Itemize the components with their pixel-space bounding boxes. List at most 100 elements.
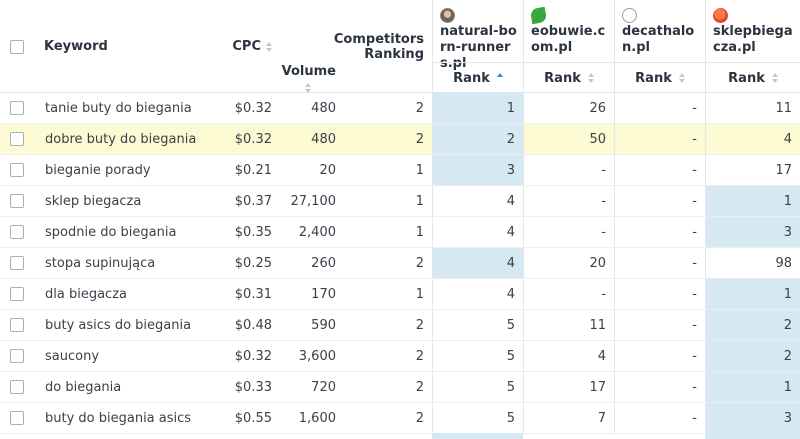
volume-cell: 20: [319, 162, 336, 178]
keyword-cell[interactable]: dla biegacza: [45, 286, 127, 302]
rank-cell: -: [614, 310, 705, 340]
row-checkbox[interactable]: [10, 349, 24, 363]
rank-header-label: Rank: [635, 70, 672, 86]
rank-cell: 4: [432, 186, 523, 216]
rank-cell: -: [614, 217, 705, 247]
keyword-cell[interactable]: dobre buty do biegania: [45, 131, 197, 147]
volume-column-header[interactable]: Volume: [280, 0, 344, 93]
row-checkbox[interactable]: [10, 194, 24, 208]
table-row[interactable]: dobre buty do biegania $0.32 480 2 2 50-4: [0, 124, 800, 155]
row-select-cell: [0, 186, 34, 216]
domain-header-sklepbiegacza: sklepbiegacza.pl: [705, 0, 800, 62]
keyword-cell[interactable]: spodnie do biegania: [45, 224, 177, 240]
rank-cell: -: [523, 155, 614, 185]
row-select-cell: [0, 403, 34, 433]
keyword-cell[interactable]: bieganie porady: [45, 162, 151, 178]
rank-cell: 5: [432, 341, 523, 371]
sort-icon: [305, 83, 311, 93]
rank-cell: -: [614, 403, 705, 433]
competitors-ranking-header-label: Competitors Ranking: [333, 31, 424, 62]
rank-column-header[interactable]: Rank: [614, 62, 705, 93]
rank-cell: 4: [432, 217, 523, 247]
keyword-cell[interactable]: sklep biegacza: [45, 193, 142, 209]
rank-column-header[interactable]: Rank: [432, 62, 523, 93]
rank-cell: 1: [705, 372, 800, 402]
competitors-ranking-cell: 2: [415, 255, 424, 271]
cpc-cell: $0.55: [234, 410, 272, 426]
table-row[interactable]: spodnie do biegania $0.35 2,400 1 4- -3: [0, 217, 800, 248]
table-row[interactable]: saucony $0.32 3,600 2 5 4-2: [0, 341, 800, 372]
rank-cell: 11: [705, 93, 800, 123]
row-checkbox[interactable]: [10, 132, 24, 146]
rank-cell: 5: [432, 403, 523, 433]
sort-icon: [771, 73, 778, 83]
competitors-ranking-cell: 1: [415, 162, 424, 178]
table-row[interactable]: buty do biegania asics $0.55 1,600 2 5 7-3: [0, 403, 800, 434]
row-select-cell: [0, 155, 34, 185]
table-row[interactable]: stopa supinująca $0.25 260 2 4 20-98: [0, 248, 800, 279]
rank-header-label: Rank: [728, 70, 765, 86]
partial-row-cell: [432, 433, 523, 439]
table-body: tanie buty do biegania $0.32 480 2 1 26-11 dob…: [0, 93, 800, 434]
table-row[interactable]: dla biegacza $0.31 170 1 4- -1: [0, 279, 800, 310]
row-checkbox[interactable]: [10, 411, 24, 425]
competitors-ranking-cell: 1: [415, 286, 424, 302]
table-row[interactable]: bieganie porady $0.21 20 1 3- -17: [0, 155, 800, 186]
row-select-cell: [0, 279, 34, 309]
table-row[interactable]: tanie buty do biegania $0.32 480 2 1 26-11: [0, 93, 800, 124]
volume-header-label: Volume: [281, 64, 336, 79]
row-select-cell: [0, 341, 34, 371]
keyword-cell[interactable]: buty do biegania asics: [45, 410, 192, 426]
sort-icon: [266, 41, 272, 52]
table-row[interactable]: do biegania $0.33 720 2 5 17-1: [0, 372, 800, 403]
row-checkbox[interactable]: [10, 287, 24, 301]
row-checkbox[interactable]: [10, 163, 24, 177]
rank-cell: 4: [432, 248, 523, 278]
rank-column-header[interactable]: Rank: [523, 62, 614, 93]
row-checkbox[interactable]: [10, 101, 24, 115]
rank-cell: 20: [523, 248, 614, 278]
select-all-checkbox[interactable]: [10, 39, 24, 54]
rank-column-header[interactable]: Rank: [705, 62, 800, 93]
rank-cell: 50: [523, 124, 614, 154]
cpc-cell: $0.37: [234, 193, 272, 209]
table-row[interactable]: buty asics do biegania $0.48 590 2 5 11-2: [0, 310, 800, 341]
row-checkbox[interactable]: [10, 380, 24, 394]
header-select-all: [0, 0, 34, 93]
rank-header-label: Rank: [453, 70, 490, 86]
domain-name: sklepbiegacza.pl: [713, 24, 793, 55]
rank-cell: 26: [523, 93, 614, 123]
competitors-ranking-cell: 1: [415, 224, 424, 240]
green-leaf-icon: [529, 6, 548, 25]
keyword-cell[interactable]: do biegania: [45, 379, 122, 395]
rank-cell: 1: [432, 93, 523, 123]
rank-cell: -: [614, 155, 705, 185]
competitors-ranking-column-header[interactable]: Competitors Ranking: [334, 0, 432, 93]
cpc-cell: $0.25: [234, 255, 272, 271]
keyword-cell[interactable]: stopa supinująca: [45, 255, 156, 271]
volume-cell: 170: [311, 286, 336, 302]
cpc-cell: $0.32: [234, 100, 272, 116]
rank-cell: 4: [432, 279, 523, 309]
table-row[interactable]: sklep biegacza $0.37 27,100 1 4- -1: [0, 186, 800, 217]
domain-header-decathalon: decathalon.pl: [614, 0, 705, 62]
volume-cell: 260: [311, 255, 336, 271]
row-checkbox[interactable]: [10, 256, 24, 270]
row-checkbox[interactable]: [10, 318, 24, 332]
keyword-cell[interactable]: saucony: [45, 348, 100, 364]
row-checkbox[interactable]: [10, 225, 24, 239]
rank-cell: 17: [523, 372, 614, 402]
cpc-column-header[interactable]: CPC: [210, 0, 280, 93]
rank-cell: 1: [705, 186, 800, 216]
rank-header-label: Rank: [544, 70, 581, 86]
rank-cell: 17: [705, 155, 800, 185]
rank-cell: 5: [432, 310, 523, 340]
cpc-header-label: CPC: [232, 39, 261, 54]
cpc-cell: $0.21: [234, 162, 272, 178]
keyword-column-header[interactable]: Keyword: [34, 0, 210, 93]
competitors-ranking-cell: 2: [415, 131, 424, 147]
keyword-header-label: Keyword: [44, 39, 108, 54]
orange-dot-icon: [713, 8, 728, 23]
keyword-cell[interactable]: tanie buty do biegania: [45, 100, 192, 116]
keyword-cell[interactable]: buty asics do biegania: [45, 317, 192, 333]
